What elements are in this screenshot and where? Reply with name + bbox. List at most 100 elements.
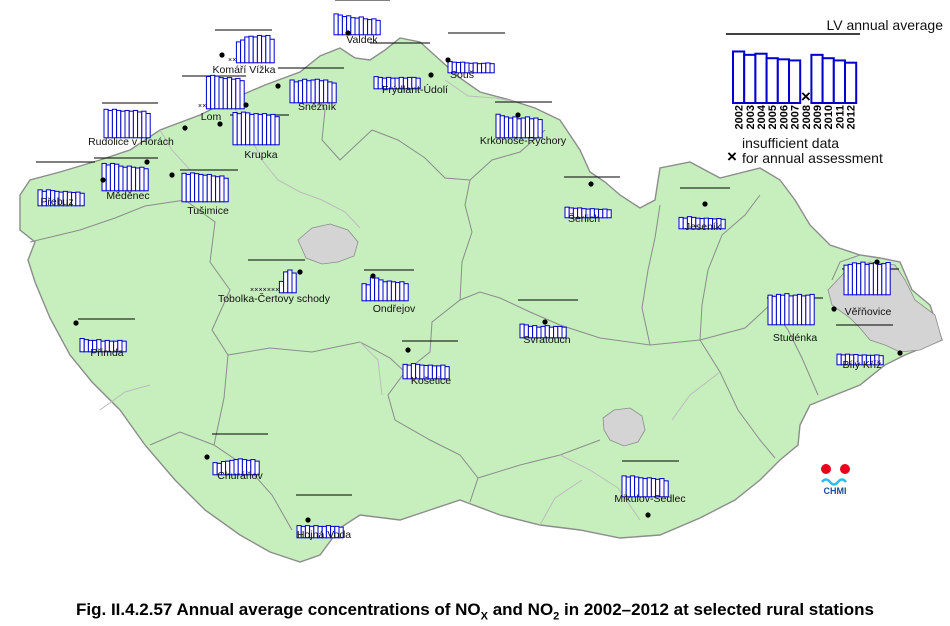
bar-hojna-voda-2012	[338, 526, 344, 539]
station-valdek: Valdek	[333, 0, 390, 46]
station-dot-vernovice	[874, 259, 880, 265]
legend-year-2003: 2003	[745, 105, 757, 129]
station-dot-prebuz	[100, 177, 106, 183]
station-label-serlich: Šerlich	[568, 212, 600, 225]
station-dot-mikulov-sedlec	[645, 512, 651, 518]
legend-bar-2009	[810, 53, 824, 104]
bar-komari-vizka-2006	[244, 36, 250, 64]
legend-year-2008: 2008	[801, 105, 813, 129]
bar-lom-2012	[239, 80, 245, 110]
bar-krupka-2009	[261, 113, 268, 146]
bar-krupka-2005	[245, 112, 251, 146]
station-label-kosetice: Košetice	[411, 375, 451, 387]
bar-medenec-2007	[122, 166, 128, 192]
legend: LV annual average × 2002 2003 2004 2005 2006…	[726, 17, 943, 166]
station-label-jesenik: Jeseník	[685, 221, 722, 233]
station-sneznik: Sněžník	[275, 67, 344, 113]
urban-area-brno	[602, 407, 646, 447]
station-dot-krkonose-rychory	[515, 112, 521, 118]
caption-part-2: and NO	[488, 600, 554, 619]
bar-studenka-2010	[801, 295, 807, 326]
bar-vernovice-2002	[843, 264, 849, 296]
bar-tusimice-2011	[219, 175, 225, 203]
bar-sneznik-2002	[289, 79, 295, 104]
station-dot-lom	[243, 102, 249, 108]
bar-lom-2009	[226, 77, 233, 110]
country-outline	[19, 37, 943, 563]
bar-rudolice-v-horach-2003	[107, 109, 113, 139]
bar-rudolice-v-horach-2010	[137, 111, 143, 139]
station-mikulov-sedlec: Mikulov-Sedlec	[614, 460, 686, 518]
bar-prebuz-2011	[75, 191, 81, 207]
bar-serlich-2011	[602, 208, 608, 219]
map-figure: Valdek× ×Komáří Vížka SoušFrýdlant-ÚdolíSn…	[19, 0, 943, 563]
bar-tusimice-2004	[189, 172, 196, 203]
station-dot-rudolice-v-horach	[182, 125, 188, 131]
bar-ondrejov-2010	[395, 282, 401, 302]
legend-insufficient-label-1: insufficient data	[742, 135, 839, 151]
bar-studenka-2003	[771, 295, 777, 326]
station-rudolice-v-horach: Rudolice v Horách	[88, 102, 188, 148]
station-dot-kosetice	[405, 347, 411, 353]
bar-medenec-2011	[139, 166, 145, 192]
chmi-logo: CHMI	[820, 464, 850, 496]
station-dot-churanov	[204, 454, 210, 460]
bar-krupka-2011	[270, 113, 276, 146]
no-data-mark-tobolka-certovy-schody-2006: ×	[267, 287, 271, 294]
station-dot-tobolka-certovy-schody	[297, 269, 303, 275]
bar-lom-2010	[231, 78, 237, 110]
bar-sneznik-2010	[323, 79, 329, 104]
legend-year-2010: 2010	[823, 105, 835, 129]
bar-lom-2007	[218, 77, 224, 110]
station-dot-komari-vizka	[219, 52, 225, 58]
station-label-lom: Lom	[201, 111, 222, 123]
station-kosetice: Košetice	[402, 340, 458, 387]
bar-ondrejov-2003	[365, 284, 371, 302]
bar-ondrejov-2011	[399, 281, 405, 302]
bar-medenec-2012	[143, 168, 149, 192]
bar-lom-2011	[235, 77, 241, 110]
no-data-mark-tobolka-certovy-schody-2008: ×	[275, 287, 279, 294]
bar-tusimice-2009	[210, 175, 217, 203]
bar-vernovice-2003	[847, 263, 853, 296]
bar-kosetice-2012	[444, 366, 450, 380]
bar-vernovice-2011	[881, 263, 887, 296]
bar-medenec-2004	[109, 162, 116, 192]
bar-bily-kriz-2012	[878, 355, 884, 366]
bar-studenka-2007	[788, 295, 794, 326]
legend-insufficient-label-2: for annual assessment	[742, 150, 883, 166]
bar-studenka-2002	[767, 294, 773, 326]
caption-part-1: Fig. II.4.2.57 Annual average concentrat…	[76, 600, 481, 619]
station-dot-primda	[73, 320, 79, 326]
bar-studenka-2012	[809, 293, 815, 326]
bar-krkonose-rychory-2012	[537, 119, 543, 139]
no-data-mark-tobolka-certovy-schody-2004: ×	[258, 287, 262, 294]
legend-year-2004: 2004	[756, 104, 768, 129]
bar-tusimice-2003	[185, 173, 191, 203]
bar-tusimice-2005	[194, 173, 200, 203]
bar-ondrejov-2005	[374, 277, 380, 302]
station-dot-sneznik	[275, 83, 281, 89]
bar-komari-vizka-2004	[235, 41, 242, 64]
station-label-vernovice: Věřňovice	[845, 306, 892, 318]
legend-bar-2005	[765, 57, 779, 104]
bar-sneznik-2007	[310, 79, 316, 104]
legend-no-data-mark: ×	[801, 87, 811, 106]
bar-vernovice-2006	[860, 261, 866, 296]
station-label-medenec: Měděnec	[106, 190, 149, 202]
bar-sneznik-2009	[318, 80, 325, 104]
bar-primda-2012	[121, 340, 127, 353]
bar-tobolka-certovy-schody-2012	[291, 272, 297, 294]
station-hojna-voda: Hojná Voda	[296, 494, 352, 541]
bar-vernovice-2004	[851, 262, 858, 296]
bar-tusimice-2006	[198, 173, 204, 203]
station-dot-hojna-voda	[305, 517, 311, 523]
bar-sneznik-2008	[314, 78, 320, 104]
bar-tusimice-2008	[206, 173, 212, 203]
bar-sous-2009	[476, 63, 483, 74]
station-ondrejov: Ondřejov	[361, 269, 416, 315]
bar-frydlant-udoli-2012	[415, 77, 421, 90]
bar-primda-2002	[79, 338, 85, 353]
bar-kosetice-2002	[402, 363, 408, 380]
bar-valdek-2012	[375, 19, 381, 36]
